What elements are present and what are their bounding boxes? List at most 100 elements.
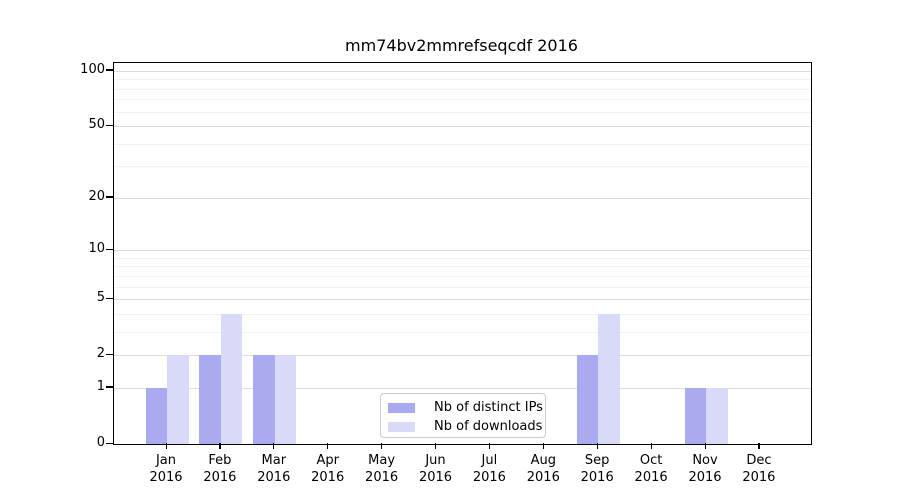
y-tick-label: 20 [88, 188, 105, 204]
x-tick-label: Apr 2016 [298, 452, 358, 486]
x-tick [435, 443, 437, 449]
bar-distinct-ips-nov [684, 387, 706, 444]
gridline-major [114, 387, 811, 389]
gridline-major [114, 70, 811, 72]
chart-title: mm74bv2mmrefseqcdf 2016 [345, 36, 578, 55]
x-tick-label-year: 2016 [634, 470, 668, 485]
x-tick-label-year: 2016 [257, 470, 291, 485]
x-tick [758, 443, 760, 449]
y-tick [106, 196, 113, 198]
legend: Nb of distinct IPs Nb of downloads [380, 393, 546, 438]
y-tick-label: 1 [96, 378, 105, 394]
y-tick [106, 386, 113, 388]
y-tick [106, 69, 113, 71]
gridline-minor [114, 257, 811, 259]
x-tick-label-year: 2016 [472, 470, 506, 485]
x-tick-label-month: Jun [425, 453, 446, 468]
x-tick-label-month: Mar [261, 453, 287, 468]
y-tick-label: 50 [88, 117, 105, 133]
gridline-major [114, 197, 811, 199]
y-tick-label: 10 [88, 241, 105, 257]
x-tick-label-month: Nov [692, 453, 718, 468]
x-tick [219, 443, 221, 449]
x-tick [704, 443, 706, 449]
gridline-minor [114, 99, 811, 101]
x-tick-label-year: 2016 [688, 470, 722, 485]
gridline-major [114, 355, 811, 357]
x-tick-label: May 2016 [352, 452, 412, 486]
x-tick-label: Jan 2016 [136, 452, 196, 486]
gridline-minor [114, 275, 811, 277]
legend-swatch-downloads [388, 421, 415, 432]
x-tick [273, 443, 275, 449]
y-tick [106, 124, 113, 126]
x-tick-label-month: Sep [584, 453, 610, 468]
x-tick-label: Jun 2016 [406, 452, 466, 486]
x-tick-label-year: 2016 [365, 470, 399, 485]
legend-entry-downloads: Nb of downloads [381, 417, 545, 436]
y-tick-label: 2 [96, 346, 105, 362]
legend-swatch-distinct-ips [388, 402, 415, 413]
x-tick-label-month: Apr [316, 453, 339, 468]
bar-downloads-nov [706, 387, 728, 444]
gridline-minor [114, 266, 811, 268]
y-tick [106, 248, 113, 250]
y-tick [106, 353, 113, 355]
x-tick-label-year: 2016 [149, 470, 183, 485]
gridline-minor [114, 88, 811, 90]
x-tick-label-month: Jul [481, 453, 498, 468]
x-tick-label: Oct 2016 [621, 452, 681, 486]
legend-label-downloads: Nb of downloads [434, 419, 543, 434]
gridline-minor [114, 143, 811, 145]
x-tick-label-year: 2016 [526, 470, 560, 485]
gridline-minor [114, 286, 811, 288]
x-tick-label-year: 2016 [580, 470, 614, 485]
x-tick-label-month: May [368, 453, 396, 468]
x-tick [542, 443, 544, 449]
legend-label-distinct-ips: Nb of distinct IPs [434, 400, 543, 415]
x-tick [488, 443, 491, 449]
x-tick-label-month: Jan [155, 453, 177, 468]
x-tick-label: Feb 2016 [190, 452, 250, 486]
gridline-major [114, 299, 811, 301]
y-tick-label: 100 [80, 61, 105, 77]
gridline-minor [114, 79, 811, 81]
bar-downloads-sep [598, 313, 620, 444]
x-tick [165, 443, 167, 449]
y-tick-label: 5 [96, 290, 105, 306]
bar-distinct-ips-mar [253, 355, 275, 444]
gridline-minor [114, 166, 811, 168]
x-tick-label: Aug 2016 [513, 452, 573, 486]
bar-distinct-ips-sep [576, 355, 599, 444]
x-tick-label-month: Feb [208, 453, 232, 468]
bar-downloads-feb [220, 313, 243, 444]
x-tick [596, 443, 598, 449]
bar-downloads-jan [167, 355, 189, 444]
bar-downloads-mar [274, 355, 297, 444]
y-tick-label: 0 [96, 435, 105, 450]
x-tick-label-month: Dec [746, 453, 772, 468]
x-tick [381, 443, 383, 449]
x-tick-label: Nov 2016 [675, 452, 735, 486]
gridline-major [114, 126, 811, 128]
legend-entry-distinct-ips: Nb of distinct IPs [381, 398, 545, 417]
x-tick [327, 443, 329, 449]
x-tick-label: Sep 2016 [567, 452, 627, 486]
x-tick-label-month: Oct [639, 453, 663, 468]
x-tick-label: Mar 2016 [244, 452, 304, 486]
y-tick [106, 442, 113, 444]
x-tick-label-year: 2016 [418, 470, 453, 485]
gridline-minor [114, 111, 811, 113]
x-tick-label-year: 2016 [311, 470, 345, 485]
bar-distinct-ips-feb [199, 355, 221, 444]
x-tick-label-year: 2016 [742, 470, 776, 485]
gridline-minor [114, 313, 811, 315]
x-tick-label: Jul 2016 [459, 452, 519, 486]
plot-area: Nb of distinct IPs Nb of downloads [113, 62, 812, 445]
x-tick-label-year: 2016 [203, 470, 237, 485]
x-tick [650, 443, 652, 449]
gridline-minor [114, 331, 811, 333]
x-tick-label-month: Aug [530, 453, 556, 468]
gridline-major [114, 250, 811, 252]
